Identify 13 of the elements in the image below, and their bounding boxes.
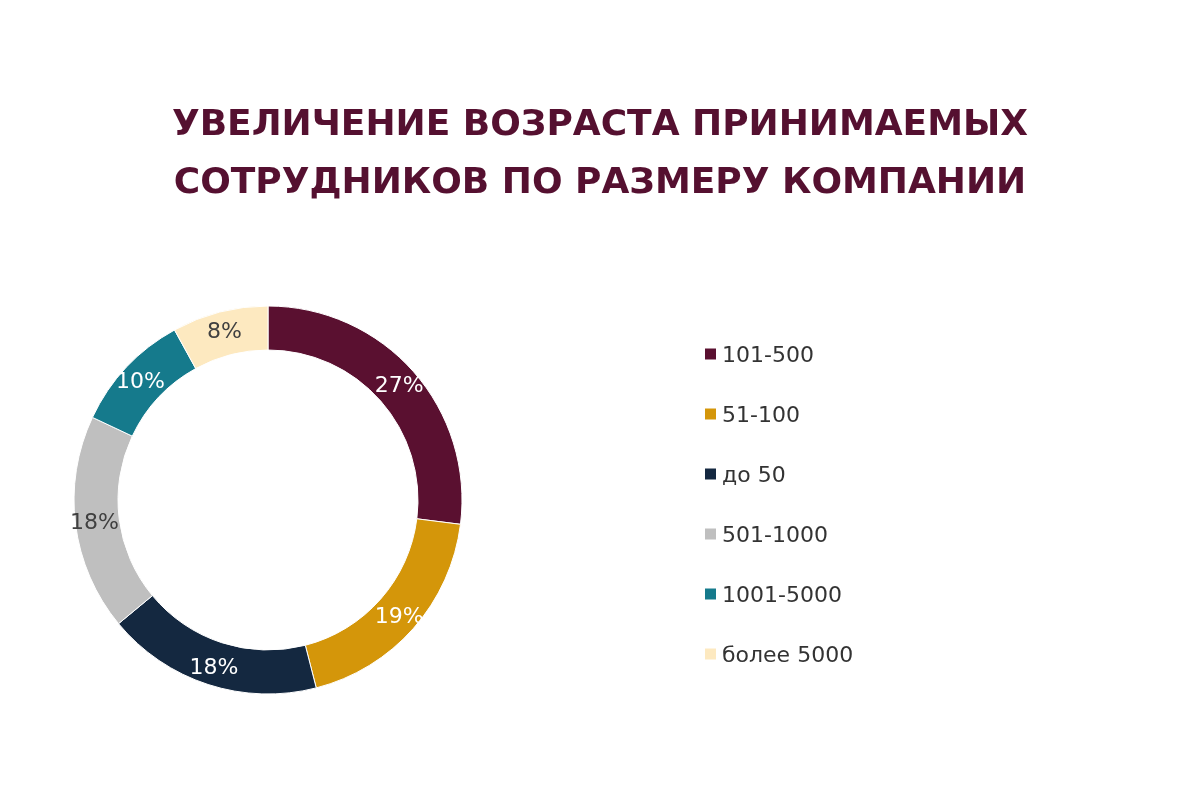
legend-label: до 50 bbox=[722, 461, 786, 487]
chart-title: УВЕЛИЧЕНИЕ ВОЗРАСТА ПРИНИМАЕМЫХ СОТРУДНИКОВ ПО РАЗМЕРУ КОМПАНИИ bbox=[171, 101, 1029, 201]
data-label: 8% bbox=[207, 318, 242, 343]
legend-label: 501-1000 bbox=[722, 521, 828, 547]
legend-label: 101-500 bbox=[722, 341, 814, 367]
legend-label: более 5000 bbox=[722, 641, 854, 667]
data-label: 19% bbox=[374, 603, 424, 629]
legend-label: 51-100 bbox=[722, 401, 800, 427]
data-label: 27% bbox=[374, 371, 424, 397]
data-label: 18% bbox=[69, 509, 119, 535]
data-label: 10% bbox=[115, 367, 165, 393]
data-label: 18% bbox=[189, 653, 239, 679]
legend-label: 1001-5000 bbox=[722, 581, 842, 607]
